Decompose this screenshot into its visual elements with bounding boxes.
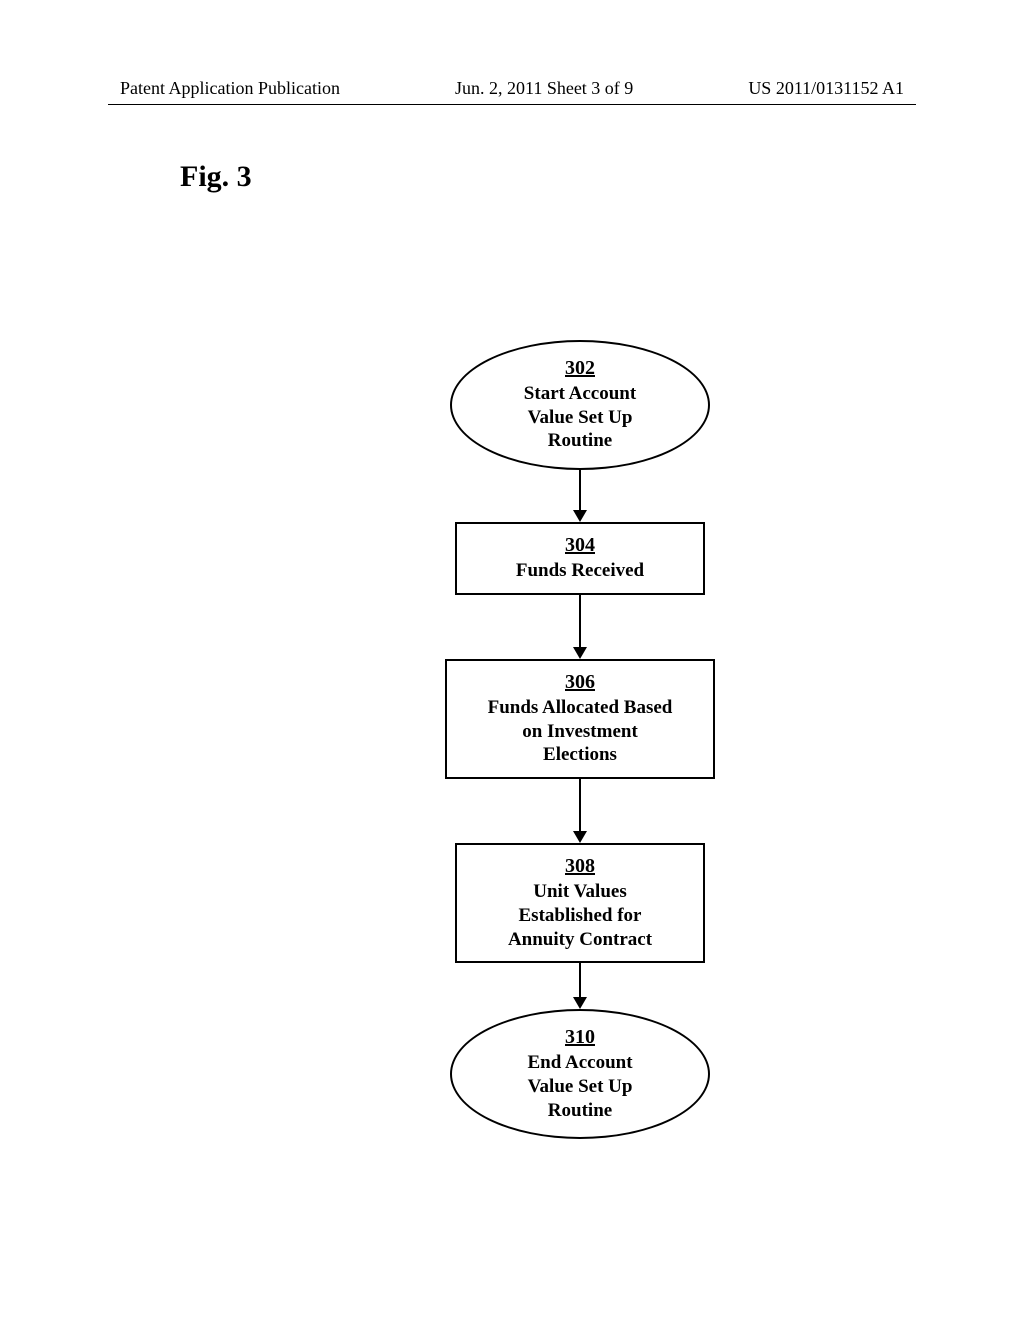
arrow-head-icon [573,997,587,1009]
page: Patent Application Publication Jun. 2, 2… [0,0,1024,1320]
node-text: End AccountValue Set UpRoutine [527,1051,632,1122]
node-number: 302 [565,357,595,380]
flowchart-node-310: 310End AccountValue Set UpRoutine [450,1009,710,1139]
node-text: Unit ValuesEstablished forAnnuity Contra… [508,880,652,951]
arrow-head-icon [573,510,587,522]
flowchart: 302Start AccountValue Set UpRoutine304Fu… [430,340,730,1139]
flowchart-node-308: 308Unit ValuesEstablished forAnnuity Con… [455,843,705,963]
figure-title: Fig. 3 [180,160,252,194]
arrow-shaft [579,470,581,510]
node-text: Funds Received [516,559,644,583]
header-divider [108,104,916,105]
header-row: Patent Application Publication Jun. 2, 2… [0,78,1024,99]
node-number: 308 [565,855,595,878]
flowchart-arrow [430,779,730,843]
flowchart-node-304: 304Funds Received [455,522,705,595]
arrow-shaft [579,779,581,831]
arrow-head-icon [573,831,587,843]
node-text: Funds Allocated Basedon InvestmentElecti… [488,696,673,767]
header-right: US 2011/0131152 A1 [748,78,904,99]
arrow-shaft [579,963,581,997]
arrow-shaft [579,595,581,647]
flowchart-node-306: 306Funds Allocated Basedon InvestmentEle… [445,659,715,779]
flowchart-node-302: 302Start AccountValue Set UpRoutine [450,340,710,470]
page-header: Patent Application Publication Jun. 2, 2… [0,78,1024,99]
node-text: Start AccountValue Set UpRoutine [524,382,636,453]
header-left: Patent Application Publication [120,78,340,99]
arrow-head-icon [573,647,587,659]
node-number: 304 [565,534,595,557]
header-center: Jun. 2, 2011 Sheet 3 of 9 [455,78,633,99]
flowchart-arrow [430,470,730,522]
flowchart-arrow [430,963,730,1009]
flowchart-arrow [430,595,730,659]
node-number: 310 [565,1026,595,1049]
node-number: 306 [565,671,595,694]
